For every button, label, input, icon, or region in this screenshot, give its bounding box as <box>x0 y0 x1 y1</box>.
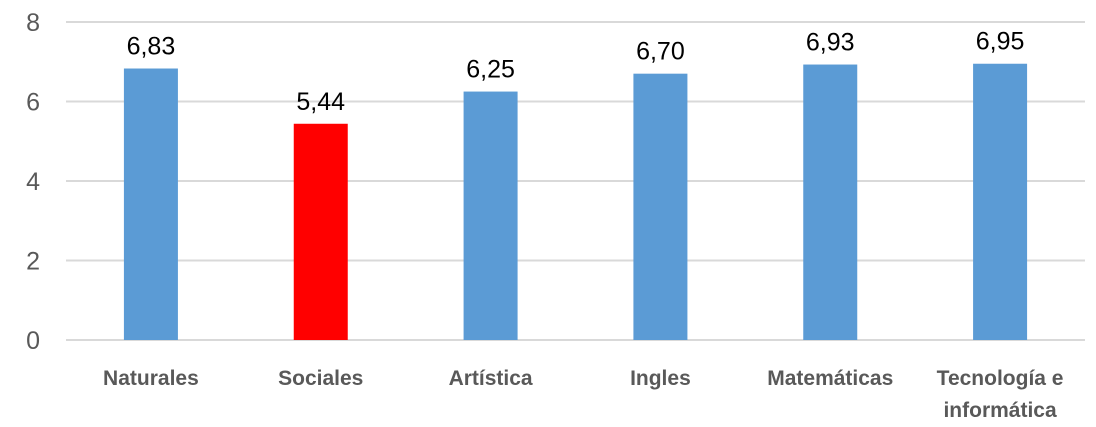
bar <box>803 64 858 340</box>
data-label: 6,70 <box>636 38 685 66</box>
x-axis-categories: Naturales Sociales Artística Ingles Matemáti… <box>103 367 1063 422</box>
data-label: 6,25 <box>466 56 515 84</box>
bar <box>973 63 1028 341</box>
y-tick-label: 4 <box>26 168 40 196</box>
x-category-label: Ingles <box>630 367 691 390</box>
bar <box>633 73 688 341</box>
y-tick-label: 2 <box>26 248 40 276</box>
data-label: 6,93 <box>806 29 855 57</box>
x-category-label: Sociales <box>278 367 363 390</box>
gridlines <box>66 21 1085 341</box>
bar <box>293 123 348 340</box>
x-category-label: Matemáticas <box>767 367 893 390</box>
y-tick-label: 8 <box>26 9 40 37</box>
y-tick-label: 0 <box>26 327 40 355</box>
data-labels: 6,83 5,44 6,25 6,70 6,93 6,95 <box>127 28 1025 116</box>
data-label: 6,83 <box>127 33 176 61</box>
data-label: 6,95 <box>976 28 1025 56</box>
bar <box>463 91 518 340</box>
y-axis-ticks: 0 2 4 6 8 <box>26 9 40 355</box>
bars <box>123 63 1028 341</box>
bar <box>123 68 178 340</box>
y-tick-label: 6 <box>26 89 40 117</box>
data-label: 5,44 <box>296 88 345 116</box>
x-category-label: Tecnología e informática <box>937 367 1064 422</box>
x-category-label: Naturales <box>103 367 199 390</box>
x-category-label: Artística <box>449 367 533 390</box>
